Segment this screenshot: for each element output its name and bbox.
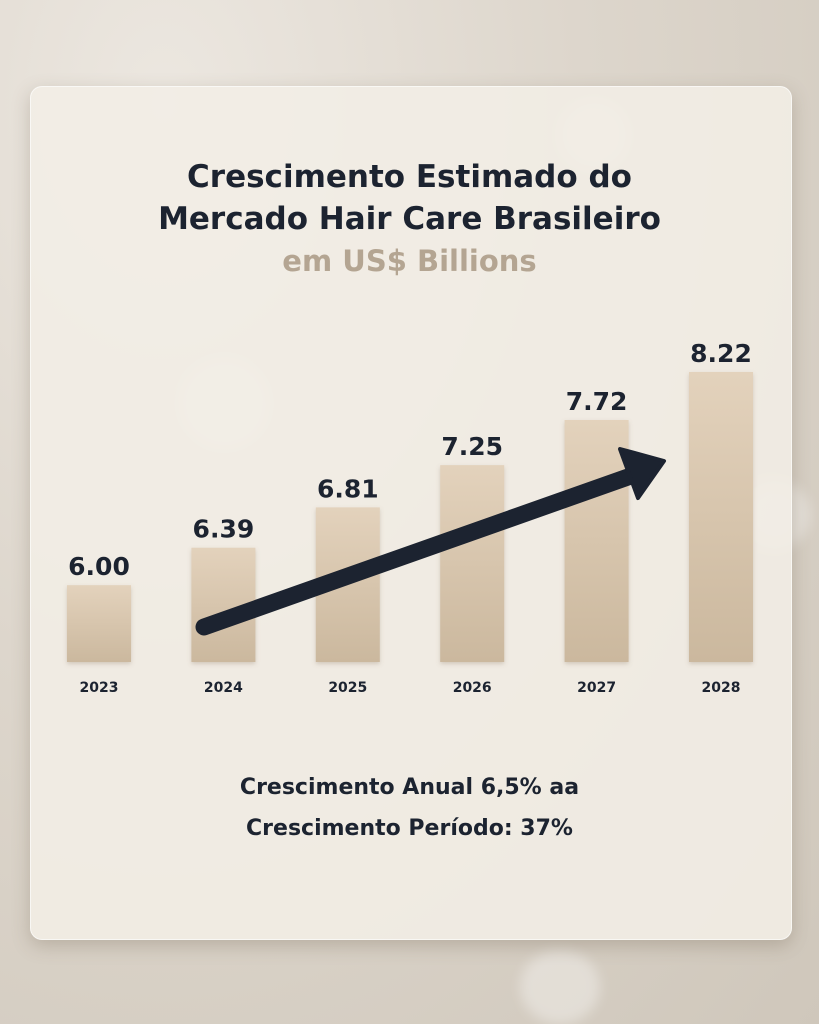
x-tick-label-2027: 2027 [577, 680, 616, 696]
bar-2023 [67, 585, 131, 662]
value-label-2028: 8.22 [690, 339, 752, 368]
value-label-2025: 6.81 [317, 474, 379, 503]
bar-2028 [689, 372, 753, 662]
trend-arrow-head [618, 447, 666, 500]
value-label-2023: 6.00 [68, 552, 130, 581]
x-tick-label-2023: 2023 [80, 680, 119, 696]
bokeh-light [520, 950, 600, 1024]
value-label-2024: 6.39 [193, 515, 255, 544]
x-tick-label-2026: 2026 [453, 680, 492, 696]
x-tick-label-2025: 2025 [328, 680, 367, 696]
x-tick-label-2024: 2024 [204, 680, 243, 696]
annual-growth-text: Crescimento Anual 6,5% aa [239, 775, 580, 800]
value-label-2026: 7.25 [441, 432, 503, 461]
value-label-2027: 7.72 [566, 387, 628, 416]
chart-card [30, 86, 792, 940]
chart-title-line-2: Mercado Hair Care Brasileiro [158, 201, 661, 237]
chart-title-line-1: Crescimento Estimado do [187, 159, 632, 195]
period-growth-text: Crescimento Período: 37% [246, 816, 573, 841]
x-tick-label-2028: 2028 [702, 680, 741, 696]
bar-2027 [564, 420, 629, 662]
trend-arrow-shaft [195, 468, 637, 636]
bar-2026 [440, 465, 505, 662]
chart-subtitle: em US$ Billions [282, 244, 537, 278]
